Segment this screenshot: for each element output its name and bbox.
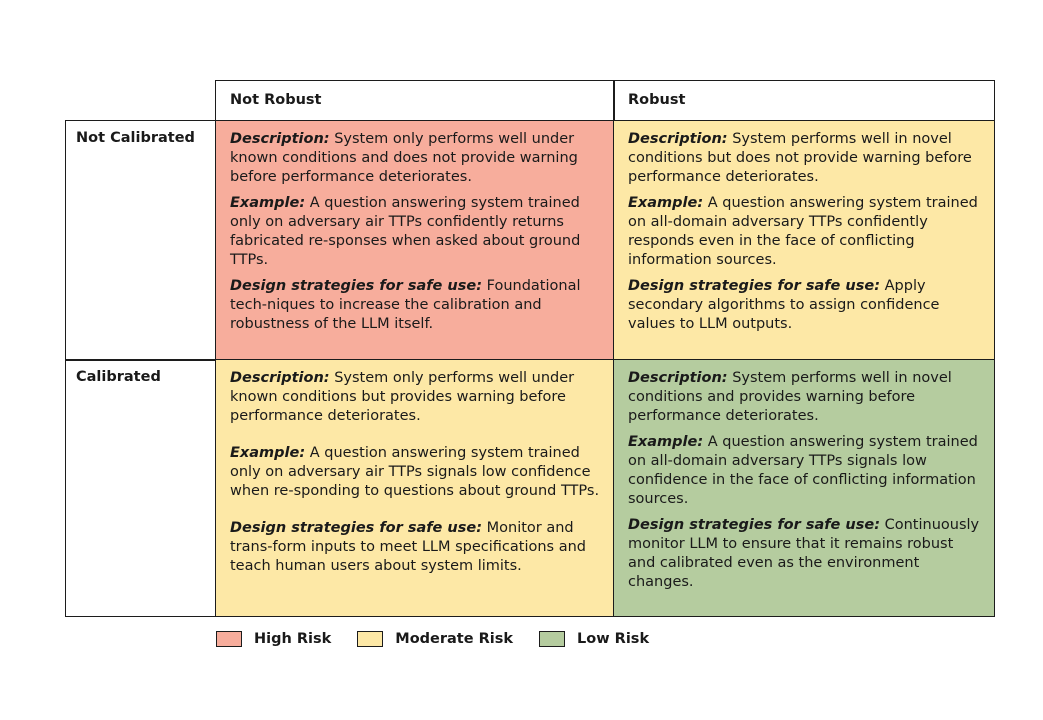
strategy-label: Design strategies for safe use: <box>230 278 483 294</box>
legend-swatch-low-risk <box>539 631 566 647</box>
risk-matrix: Not Robust Robust Not Calibrated Calibra… <box>65 80 995 617</box>
row-header-label: Calibrated <box>76 369 161 385</box>
example-text: Example: A question answering system tra… <box>628 194 980 270</box>
strategy-text: Design strategies for safe use: Monitor … <box>230 519 600 576</box>
example-body: A question answering system trained only… <box>230 195 581 268</box>
cell-not-calibrated-not-robust: Description: System only performs well u… <box>215 120 615 361</box>
strategy-label: Design strategies for safe use: <box>628 517 881 533</box>
description-body: System performs well in novel conditions… <box>628 370 952 424</box>
row-header-not-calibrated: Not Calibrated <box>65 120 217 361</box>
strategy-text: Design strategies for safe use: Continuo… <box>628 516 980 592</box>
strategy-text: Design strategies for safe use: Apply se… <box>628 277 980 334</box>
example-text: Example: A question answering system tra… <box>230 444 600 501</box>
description-text: Description: System performs well in nov… <box>628 130 980 187</box>
example-label: Example: <box>628 195 704 211</box>
description-label: Description: <box>230 131 330 147</box>
description-text: Description: System only performs well u… <box>230 130 600 187</box>
example-body: A question answering system trained on a… <box>628 434 978 507</box>
column-header-robust: Robust <box>613 80 995 122</box>
column-header-label: Robust <box>628 92 686 108</box>
row-header-calibrated: Calibrated <box>65 359 217 617</box>
strategy-body: Foundational tech-niques to increase the… <box>230 278 581 332</box>
example-body: A question answering system trained on a… <box>628 195 978 268</box>
strategy-body: Apply secondary algorithms to assign con… <box>628 278 940 332</box>
description-body: System only performs well under known co… <box>230 131 578 185</box>
legend-label: Low Risk <box>577 631 650 647</box>
description-body: System only performs well under known co… <box>230 370 575 424</box>
legend-label: Moderate Risk <box>395 631 514 647</box>
column-header-label: Not Robust <box>230 92 322 108</box>
cell-calibrated-not-robust: Description: System only performs well u… <box>215 359 615 617</box>
strategy-label: Design strategies for safe use: <box>628 278 881 294</box>
example-label: Example: <box>230 195 306 211</box>
strategy-body: Monitor and trans-form inputs to meet LL… <box>230 520 586 574</box>
example-text: Example: A question answering system tra… <box>628 433 980 509</box>
strategy-text: Design strategies for safe use: Foundati… <box>230 277 600 334</box>
example-label: Example: <box>230 445 306 461</box>
column-header-not-robust: Not Robust <box>215 80 615 122</box>
example-body: A question answering system trained only… <box>230 445 600 499</box>
strategy-body: Continuously monitor LLM to ensure that … <box>628 517 980 590</box>
cell-not-calibrated-robust: Description: System performs well in nov… <box>613 120 995 361</box>
legend-label: High Risk <box>254 631 332 647</box>
legend-swatch-high-risk <box>216 631 242 647</box>
strategy-label: Design strategies for safe use: <box>230 520 483 536</box>
cell-calibrated-robust: Description: System performs well in nov… <box>613 359 995 617</box>
legend-item-moderate-risk: Moderate Risk <box>357 631 513 647</box>
description-label: Description: <box>628 131 728 147</box>
legend: High Risk Moderate Risk Low Risk <box>216 631 675 647</box>
description-text: Description: System only performs well u… <box>230 369 600 426</box>
description-body: System performs well in novel conditions… <box>628 131 972 185</box>
legend-item-high-risk: High Risk <box>216 631 331 647</box>
legend-item-low-risk: Low Risk <box>539 631 649 647</box>
row-header-label: Not Calibrated <box>76 130 195 146</box>
example-text: Example: A question answering system tra… <box>230 194 600 270</box>
description-label: Description: <box>230 370 330 386</box>
description-text: Description: System performs well in nov… <box>628 369 980 426</box>
legend-swatch-moderate-risk <box>357 631 384 647</box>
description-label: Description: <box>628 370 728 386</box>
example-label: Example: <box>628 434 704 450</box>
